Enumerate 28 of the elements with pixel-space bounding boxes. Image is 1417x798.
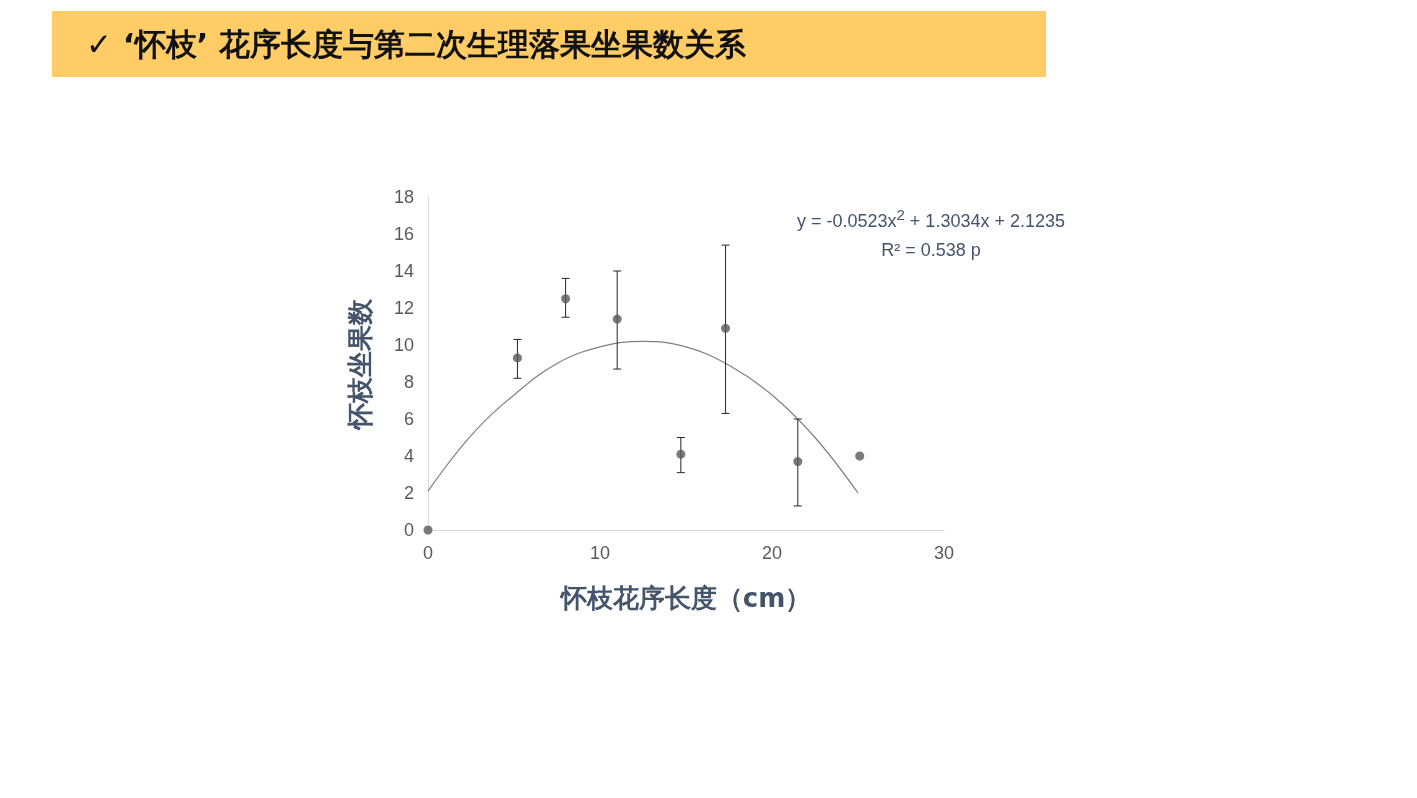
y-tick-label: 0 <box>403 520 414 540</box>
y-tick-label: 14 <box>393 261 414 281</box>
y-tick-label: 4 <box>403 446 414 466</box>
y-tick-label: 2 <box>403 483 414 503</box>
point <box>561 294 571 304</box>
annotation: y = -0.0523x$^{2}$ + 1.3034x + 2.1235 <box>796 205 1065 233</box>
y-tick-label: 10 <box>393 335 414 355</box>
point <box>512 353 522 363</box>
point <box>793 457 803 467</box>
x-tick-label: 10 <box>589 543 611 563</box>
point <box>721 323 731 333</box>
y-tick-label: 8 <box>403 372 414 392</box>
y-axis-title: 怀枝坐果数 <box>345 297 375 431</box>
point <box>423 525 433 535</box>
x-axis-title: 怀枝花序长度（cm） <box>558 583 812 613</box>
y-tick-label: 16 <box>393 224 414 244</box>
y-tick-label: 12 <box>393 298 414 318</box>
y-tick-label: 6 <box>403 409 414 429</box>
point <box>855 451 865 461</box>
x-tick-label: 20 <box>761 543 783 563</box>
x-tick-label: 30 <box>933 543 955 563</box>
chart-title: ✓ ‘怀枝’ 花序长度与第二次生理落果坐果数关系 <box>52 11 1046 77</box>
point <box>612 314 622 324</box>
annotation: R² = 0.538 p <box>880 239 982 262</box>
point <box>676 449 686 459</box>
line-series <box>427 340 859 494</box>
y-tick-label: 18 <box>393 187 414 207</box>
x-tick-label: 0 <box>422 543 434 563</box>
